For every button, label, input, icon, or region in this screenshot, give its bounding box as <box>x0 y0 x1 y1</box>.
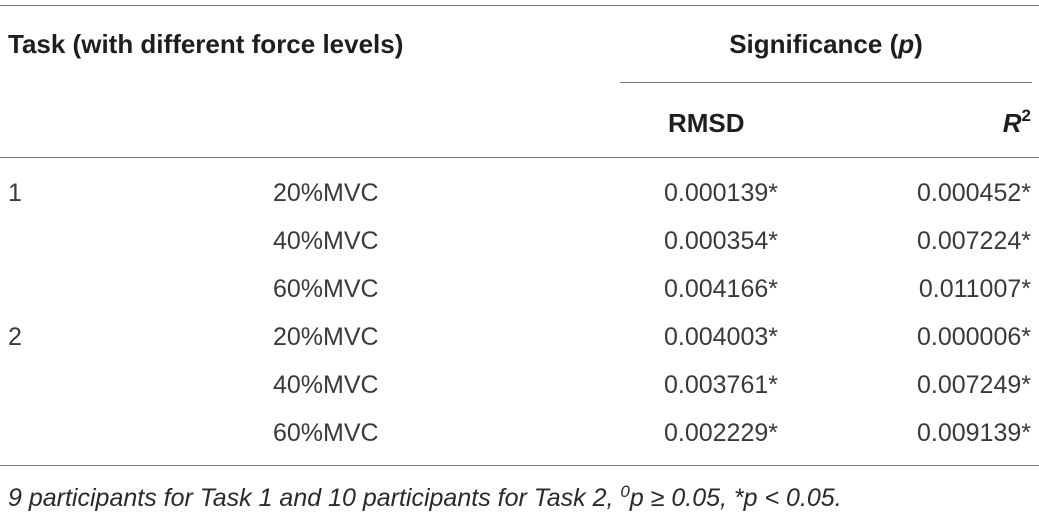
header-r-squared-base: R <box>1002 108 1022 138</box>
cell-r-squared: 0.009139* <box>916 419 1031 447</box>
cell-task: 1 <box>8 179 22 207</box>
cell-force-level: 20%MVC <box>273 323 379 351</box>
cell-force-level: 20%MVC <box>273 179 379 207</box>
header-significance-close: ) <box>914 29 923 59</box>
table-footnote: 9 participants for Task 1 and 10 partici… <box>8 483 842 513</box>
header-r-squared: R2 <box>900 106 1031 138</box>
significance-group-rule <box>620 82 1032 83</box>
cell-force-level: 60%MVC <box>273 419 379 447</box>
cell-rmsd: 0.003761* <box>663 371 778 399</box>
cell-r-squared: 0.007249* <box>916 371 1031 399</box>
cell-force-level: 40%MVC <box>273 371 379 399</box>
cell-task: 2 <box>8 323 22 351</box>
table-bottom-rule <box>0 465 1039 466</box>
header-significance-p: p <box>898 29 915 59</box>
cell-force-level: 40%MVC <box>273 227 379 255</box>
cell-rmsd: 0.004003* <box>663 323 778 351</box>
cell-r-squared: 0.011007* <box>918 275 1031 303</box>
cell-rmsd: 0.000354* <box>663 227 778 255</box>
header-task-label: Task (with different force levels) <box>8 29 404 59</box>
table-top-rule <box>0 5 1039 6</box>
cell-r-squared: 0.000006* <box>916 323 1031 351</box>
header-significance-text: Significance ( <box>729 29 899 59</box>
footnote-text-1: 9 participants for Task 1 and 10 partici… <box>8 484 621 512</box>
footnote-text-2: p ≥ 0.05, *p < 0.05. <box>629 484 842 512</box>
cell-rmsd: 0.004166* <box>663 275 778 303</box>
footnote-sup: 0 <box>620 482 630 501</box>
cell-rmsd: 0.000139* <box>663 179 778 207</box>
cell-r-squared: 0.000452* <box>916 179 1031 207</box>
cell-rmsd: 0.002229* <box>663 419 778 447</box>
header-bottom-rule <box>0 157 1039 158</box>
header-r-squared-sup: 2 <box>1021 106 1031 125</box>
header-significance-group: Significance (p) <box>620 29 1032 59</box>
header-rmsd: RMSD <box>668 108 745 138</box>
cell-r-squared: 0.007224* <box>916 227 1031 255</box>
cell-force-level: 60%MVC <box>273 275 379 303</box>
